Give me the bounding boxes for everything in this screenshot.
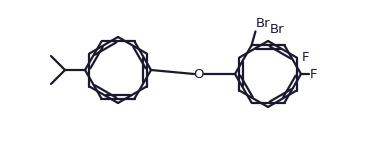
Text: Br: Br	[256, 17, 270, 30]
Text: F: F	[302, 51, 309, 64]
Text: F: F	[310, 68, 317, 81]
Text: O: O	[194, 68, 204, 81]
Text: Br: Br	[270, 23, 285, 36]
